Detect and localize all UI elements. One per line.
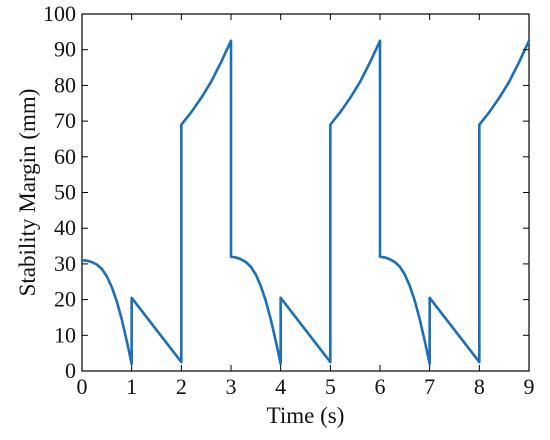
y-axis-ticks: 0 10 20 30 40 50 60 70 80 90 100 [43,1,529,383]
x-tick-label: 3 [226,374,237,399]
x-tick-label: 2 [176,374,187,399]
y-axis-title: Stability Margin (mm) [15,89,40,297]
series-line-1 [80,39,531,366]
x-tick-label: 4 [275,374,286,399]
x-axis-title: Time (s) [267,403,345,428]
x-tick-label: 1 [126,374,137,399]
x-tick-label: 0 [77,374,88,399]
x-tick-label: 8 [474,374,485,399]
y-tick-label: 60 [54,144,76,169]
x-axis-ticks: 0 1 2 3 4 5 6 7 8 9 [77,14,535,399]
y-tick-label: 40 [54,215,76,240]
y-tick-label: 20 [54,287,76,312]
x-tick-label: 6 [375,374,386,399]
y-tick-label: 30 [54,251,76,276]
y-tick-label: 80 [54,72,76,97]
plot-frame [81,13,530,372]
y-tick-label: 100 [43,1,76,26]
y-tick-label: 70 [54,108,76,133]
y-tick-label: 90 [54,37,76,62]
y-tick-label: 10 [54,322,76,347]
y-tick-label: 50 [54,180,76,205]
plot-area [81,13,530,372]
x-tick-label: 9 [524,374,535,399]
series-layer [80,39,531,366]
x-tick-label: 7 [424,374,435,399]
x-tick-label: 5 [325,374,336,399]
y-tick-label: 0 [65,358,76,383]
